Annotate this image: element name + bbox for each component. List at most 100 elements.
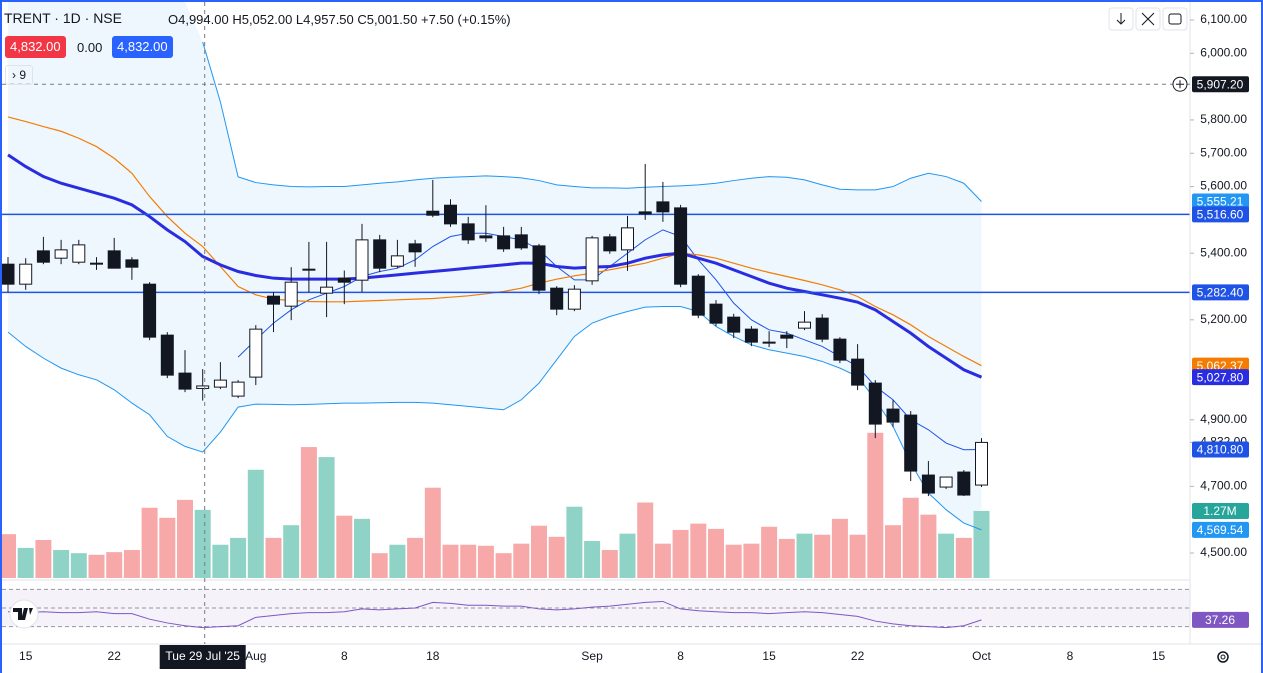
volume-bar <box>336 515 353 578</box>
candle-body <box>160 334 174 376</box>
line-value-label-bg <box>1192 193 1249 210</box>
volume-bar <box>53 550 70 578</box>
rsi-line <box>7 600 982 629</box>
volume-bar <box>513 543 530 578</box>
volume-bar <box>300 447 317 578</box>
candle-body <box>780 334 794 339</box>
indicator-count: 9 <box>19 68 27 82</box>
candle-body <box>975 441 988 486</box>
volume-bar <box>584 541 601 578</box>
volume-bar <box>35 539 52 578</box>
line-value-label-bg <box>1192 441 1249 458</box>
volume-bar <box>920 514 937 578</box>
x-tick-label: Oct <box>972 649 991 663</box>
hline-label-bg <box>1192 284 1249 301</box>
candle-body <box>284 281 298 307</box>
candle-body <box>939 476 953 488</box>
candle-body <box>886 408 900 423</box>
volume-bar <box>477 545 494 578</box>
x-tick-label: Aug <box>245 649 266 663</box>
candle-body <box>798 321 811 329</box>
y-tick-label: 6,100.00 <box>1200 12 1247 26</box>
candle-body <box>497 235 511 250</box>
x-tick-label: 22 <box>851 649 865 663</box>
candle-body <box>196 385 210 389</box>
hline-label-bg <box>1192 206 1249 223</box>
crosshair-date: Tue 29 Jul '25 <box>165 649 240 663</box>
crosshair-price-bg <box>1192 76 1249 93</box>
volume-bar <box>460 544 477 578</box>
indicator-toggle[interactable]: › 9 <box>5 65 34 85</box>
y-tick-label: 5,400.00 <box>1200 245 1247 259</box>
volume-bar <box>141 507 158 578</box>
candle-body <box>762 341 776 344</box>
volume-bar <box>407 537 424 578</box>
candle-body <box>674 207 688 285</box>
volume-bar <box>531 525 547 578</box>
volume-bar <box>601 550 618 578</box>
hline-label: 5,516.60 <box>1197 208 1244 222</box>
volume-bar <box>690 523 707 578</box>
volume-bar <box>424 487 441 578</box>
volume-bar <box>708 528 724 578</box>
crosshair-date-bg <box>159 645 246 669</box>
candle-body <box>302 268 316 271</box>
candle-body <box>72 244 86 263</box>
line-value-label: 4,810.80 <box>1197 443 1244 457</box>
candle-body <box>656 201 670 213</box>
candle-body <box>550 287 564 310</box>
candle-body <box>355 239 369 281</box>
candle-body <box>444 204 457 225</box>
ohlc-legend: O4,994.00 H5,052.00 L4,957.50 C5,001.50 … <box>168 12 511 27</box>
volume-bar <box>955 537 972 578</box>
candle-body <box>868 382 882 425</box>
volume-bar <box>70 553 87 578</box>
candle-body <box>143 283 157 338</box>
line-value-label: 5,555.21 <box>1197 195 1244 209</box>
volume-bar <box>123 550 140 578</box>
volume-bar <box>902 497 919 578</box>
candle-body <box>125 259 139 268</box>
x-tick-label: 22 <box>108 649 122 663</box>
rsi-pane <box>2 588 1190 629</box>
volume-bar <box>637 502 654 578</box>
add-alert-icon <box>1176 80 1184 89</box>
volume-bar <box>725 544 742 578</box>
snapshot-button[interactable] <box>1162 7 1188 31</box>
volume-bar <box>761 526 778 578</box>
volume-bar <box>778 538 795 578</box>
candle-body <box>36 250 50 263</box>
price-axis-bg <box>1190 2 1261 673</box>
volume-label: 1.27M <box>1203 504 1236 518</box>
candle-body <box>337 277 351 283</box>
volume-bar <box>814 534 831 578</box>
x-tick-label: Sep <box>581 649 603 663</box>
toolbar <box>1108 7 1188 31</box>
volume-bar <box>354 518 370 578</box>
candle-body <box>479 235 493 239</box>
buy-button[interactable]: 4,832.00 <box>112 36 173 58</box>
x-tick-label: 18 <box>426 649 440 663</box>
candle-body <box>851 358 865 386</box>
volume-label-bg <box>1192 502 1249 519</box>
rsi-label-bg <box>1192 611 1249 628</box>
y-tick-label: 5,700.00 <box>1200 145 1247 159</box>
candle-body <box>567 288 581 310</box>
y-tick-label: 4,700.00 <box>1200 479 1247 493</box>
candle-body <box>638 211 652 215</box>
volume-bar <box>796 533 813 578</box>
x-tick-label: 15 <box>1152 649 1166 663</box>
volume-bar <box>672 529 689 578</box>
y-tick-label: 5,200.00 <box>1200 312 1247 326</box>
volume-bar <box>743 543 760 578</box>
sell-button[interactable]: 4,832.00 <box>5 36 66 58</box>
volume-bar <box>265 537 282 578</box>
volume-bar <box>212 544 229 578</box>
candle-body <box>921 474 935 494</box>
volume-bar <box>885 525 901 578</box>
settings-button[interactable] <box>1217 651 1229 663</box>
volume-bar <box>849 534 866 578</box>
spread: 0.00 <box>77 40 103 55</box>
